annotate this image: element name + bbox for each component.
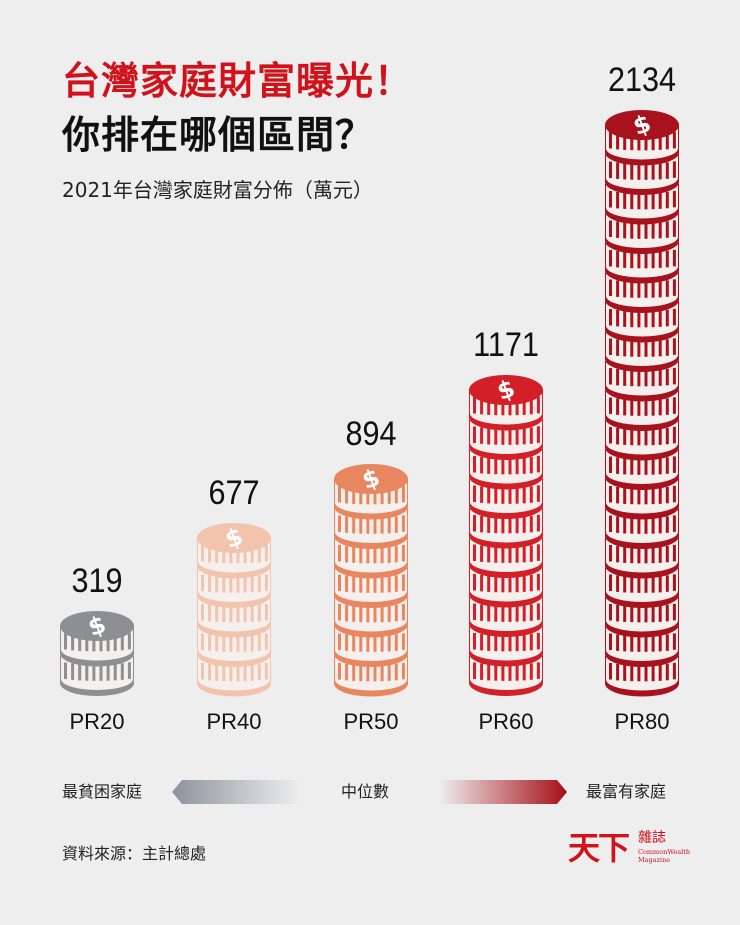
arrow-right-icon xyxy=(439,780,567,804)
dollar-coin-icon: $ xyxy=(60,611,134,696)
page-title-line2: 你排在哪個區間？ xyxy=(62,113,375,157)
logo-sub-text: 雜誌 xyxy=(638,830,666,846)
legend-poorest-label: 最貧困家庭 xyxy=(62,782,143,801)
coin-stack-pr50: $ xyxy=(333,463,409,701)
category-label: PR60 xyxy=(478,709,534,734)
bar-value-label: 677 xyxy=(208,473,260,512)
category-label: PR80 xyxy=(614,709,670,734)
dollar-coin-icon: $ xyxy=(605,109,679,696)
bar-value-label: 1171 xyxy=(473,326,539,364)
coin-stack-pr20: $ xyxy=(59,611,135,700)
coin-stack-pr40: $ xyxy=(196,522,272,701)
bar-value-label: 319 xyxy=(71,562,123,600)
dollar-coin-icon: $ xyxy=(469,375,543,696)
bar-value-label: 894 xyxy=(345,414,397,453)
page-title-line1: 台灣家庭財富曝光！ xyxy=(62,59,414,103)
logo-main-text: 天下 xyxy=(568,829,630,867)
category-label: PR40 xyxy=(206,709,262,734)
data-source: 資料來源：主計總處 xyxy=(62,844,207,863)
legend-median-label: 中位數 xyxy=(341,782,390,801)
logo-english-line2: Magazine xyxy=(638,856,671,864)
dollar-coin-icon: $ xyxy=(197,522,271,696)
category-label: PR50 xyxy=(343,709,399,734)
chart-subtitle: 2021年台灣家庭財富分佈（萬元） xyxy=(62,178,373,202)
coin-stack-pr60: $ xyxy=(468,375,544,700)
dollar-coin-icon: $ xyxy=(334,463,408,696)
logo-english-line1: CommonWealth xyxy=(638,848,691,856)
coin-stack-pr80: $ xyxy=(604,109,680,701)
category-label: PR20 xyxy=(69,709,125,734)
commonwealth-logo: 天下 雜誌 CommonWealth Magazine xyxy=(568,826,691,876)
legend-richest-label: 最富有家庭 xyxy=(586,782,667,801)
arrow-left-icon xyxy=(172,780,300,804)
bar-value-label: 2134 xyxy=(607,60,677,99)
